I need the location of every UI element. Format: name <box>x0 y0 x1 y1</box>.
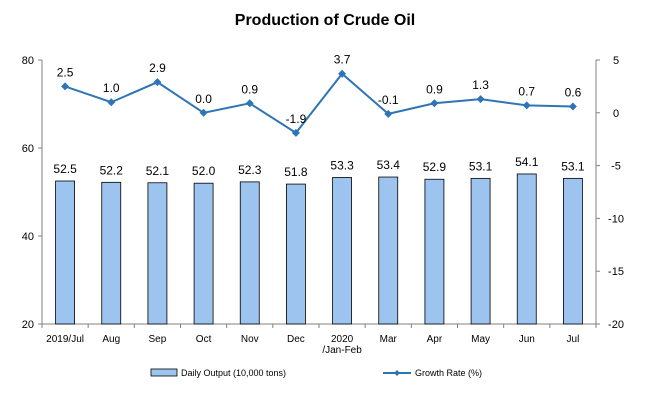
bar-value-label: 53.1 <box>561 159 585 173</box>
growth-point <box>384 109 393 118</box>
growth-point <box>568 102 577 111</box>
growth-value-label: 1.0 <box>103 81 120 95</box>
growth-value-label: 3.7 <box>334 53 351 67</box>
growth-point <box>430 99 439 108</box>
growth-value-label: 0.9 <box>426 82 443 96</box>
bar <box>563 177 583 325</box>
bar <box>239 181 260 325</box>
y-right-tick-label: -5 <box>611 161 621 173</box>
y-left-tick-label: 40 <box>22 231 34 243</box>
y-right-tick-label: -10 <box>608 213 624 225</box>
legend-line-marker <box>394 370 400 376</box>
growth-value-label: -1.9 <box>286 112 307 126</box>
axes: 20 40 60 80 5 0 -5 -10 -15 -20 <box>22 55 624 331</box>
category-label: Aug <box>102 334 120 345</box>
bar-value-label: 53.1 <box>469 159 493 173</box>
bar-value-label: 52.2 <box>100 163 124 177</box>
y-right-tick-label: -20 <box>608 319 624 331</box>
growth-value-label: 0.6 <box>565 85 582 99</box>
chart-title: Production of Crude Oil <box>234 12 416 29</box>
growth-value-label: -0.1 <box>378 93 399 107</box>
y-right-tick-label: -15 <box>608 266 624 278</box>
growth-point <box>199 108 208 117</box>
growth-value-label: 0.0 <box>195 92 212 106</box>
category-labels: 2019/Jul Aug Sep Oct Nov Dec 2020/Jan-Feb Mar Ap… <box>46 334 579 356</box>
legend-bar-label: Daily Output (10,000 tons) <box>181 368 286 378</box>
category-label: May <box>471 334 490 345</box>
bar-value-label: 53.4 <box>377 158 401 172</box>
category-label: Sep <box>149 334 167 345</box>
bar <box>424 178 445 325</box>
category-label: Jul <box>567 334 580 345</box>
growth-point <box>245 99 254 108</box>
bar-value-label: 52.3 <box>238 163 262 177</box>
bar-value-label: 53.3 <box>330 158 354 172</box>
growth-point <box>291 128 300 137</box>
growth-value-label: 2.5 <box>57 65 74 79</box>
growth-value-label: 2.9 <box>149 61 166 75</box>
growth-point <box>522 101 531 110</box>
category-label: /Jan-Feb <box>322 345 362 356</box>
y-right-tick-label: 0 <box>613 108 619 120</box>
growth-point <box>338 69 347 78</box>
bar <box>332 177 352 325</box>
growth-value-label: 1.3 <box>472 78 489 92</box>
bar <box>286 183 306 325</box>
category-label: 2020 <box>331 334 354 345</box>
growth-point <box>153 78 162 87</box>
bar-value-label: 54.1 <box>515 155 539 169</box>
growth-line-path <box>64 72 573 135</box>
legend-line-label: Growth Rate (%) <box>415 368 482 378</box>
growth-point <box>107 98 116 107</box>
bar-labels: 52.5 52.2 52.1 52.0 52.3 51.8 53.3 53.4 52.9 53.1… <box>53 155 585 179</box>
category-label: 2019/Jul <box>46 334 84 345</box>
y-right-tick-label: 5 <box>613 55 619 67</box>
legend-bar-swatch <box>150 368 178 377</box>
y-left-tick-label: 60 <box>22 143 34 155</box>
bar <box>147 182 168 325</box>
growth-value-label: 0.7 <box>518 84 535 98</box>
bar-value-label: 51.8 <box>284 165 308 179</box>
line-labels: 2.5 1.0 2.9 0.0 0.9 -1.9 3.7 -0.1 0.9 1.3 0.7 0.6 <box>57 53 582 126</box>
bar <box>470 177 491 325</box>
legend: Daily Output (10,000 tons) Growth Rate (%… <box>150 368 482 378</box>
category-label: Dec <box>287 334 305 345</box>
category-label: Nov <box>241 334 259 345</box>
bar-value-label: 52.9 <box>423 160 447 174</box>
bar <box>55 180 75 325</box>
growth-point <box>476 95 485 104</box>
growth-point <box>61 82 70 91</box>
growth-line <box>61 69 577 137</box>
category-label: Jun <box>519 334 535 345</box>
category-label: Mar <box>380 334 398 345</box>
y-left-tick-label: 20 <box>22 319 34 331</box>
bars <box>55 173 583 325</box>
bar-value-label: 52.1 <box>146 164 170 178</box>
bar-value-label: 52.0 <box>192 164 216 178</box>
growth-value-label: 0.9 <box>241 82 258 96</box>
category-label: Apr <box>427 334 443 345</box>
bar <box>378 176 399 325</box>
bar-value-label: 52.5 <box>53 162 77 176</box>
bar <box>193 182 214 325</box>
bar <box>516 173 537 325</box>
y-left-tick-label: 80 <box>22 55 34 67</box>
category-label: Oct <box>196 334 212 345</box>
bar <box>101 181 122 325</box>
